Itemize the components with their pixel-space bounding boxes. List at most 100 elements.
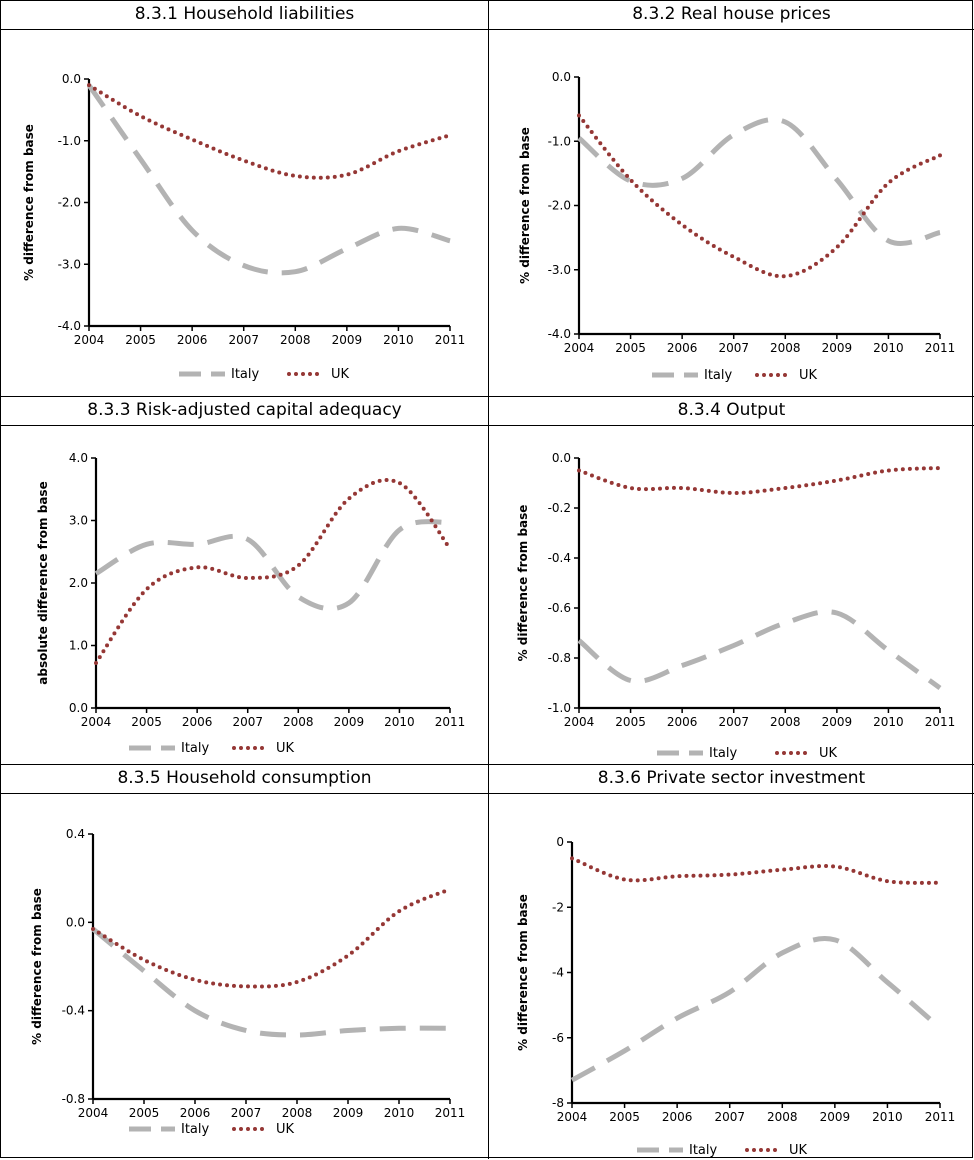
series-italy-line	[86, 83, 451, 276]
x-tick-label: 2010	[384, 715, 415, 729]
x-tick-label: 2010	[383, 333, 414, 347]
y-tick-label: -3.0	[58, 257, 81, 271]
x-tick-label: 2011	[925, 715, 956, 729]
x-tick-label: 2005	[129, 1106, 160, 1120]
chart-title: 8.3.3 Risk-adjusted capital adequacy	[1, 397, 488, 426]
x-tick-label: 2009	[822, 341, 853, 355]
y-tick-label: -0.8	[548, 651, 571, 665]
y-axis-label: % difference from base	[516, 894, 530, 1051]
x-tick-label: 2010	[384, 1106, 415, 1120]
y-tick-label: 0.0	[66, 915, 85, 929]
y-tick-label: -0.2	[548, 501, 571, 515]
y-tick-label: -4.0	[548, 327, 571, 341]
x-tick-label: 2005	[609, 1110, 640, 1124]
x-tick-label: 2004	[74, 333, 105, 347]
x-tick-label: 2006	[182, 715, 213, 729]
y-tick-label: -2.0	[548, 199, 571, 213]
chart-panel-3: 8.3.3 Risk-adjusted capital adequacy 4.0 3…	[1, 396, 488, 764]
chart-panel-1: 8.3.1 Household liabilities 0.0 -1.0 -2.0 -3…	[1, 1, 488, 396]
x-tick-label: 2006	[177, 333, 208, 347]
y-axis-label: absolute difference from base	[36, 481, 50, 684]
x-tick-label: 2009	[333, 1106, 364, 1120]
x-tick-label: 2008	[770, 715, 801, 729]
series-uk-line	[91, 887, 452, 989]
y-tick-label: -4	[552, 966, 564, 980]
series-uk-line	[87, 83, 452, 180]
y-tick-label: 0	[556, 835, 564, 849]
y-tick-label: -0.4	[62, 1004, 85, 1018]
x-tick-label: 2008	[767, 1110, 798, 1124]
legend-uk-label: UK	[276, 741, 295, 756]
chart-title: 8.3.2 Real house prices	[489, 1, 974, 30]
series-italy-line	[94, 519, 451, 612]
y-tick-label: -1.0	[58, 134, 81, 148]
x-tick-label: 2007	[232, 715, 263, 729]
x-tick-label: 2007	[231, 1106, 262, 1120]
x-tick-label: 2011	[925, 1110, 956, 1124]
chart-title: 8.3.5 Household consumption	[1, 765, 488, 794]
chart-panel-4: 8.3.4 Output 0.0 -0.2 -0.4 -0.6 -0.8 -1.0 2004 2…	[488, 396, 974, 764]
series-uk-line	[577, 466, 942, 496]
y-tick-label: -1.0	[548, 701, 571, 715]
y-tick-label: 0.0	[552, 70, 571, 84]
x-tick-label: 2008	[280, 333, 311, 347]
legend-italy-label: Italy	[709, 746, 738, 761]
x-tick-label: 2011	[925, 341, 956, 355]
y-tick-label: 1.0	[69, 639, 88, 653]
y-tick-label: -2	[552, 900, 564, 914]
y-tick-label: 0.0	[69, 701, 88, 715]
x-tick-label: 2007	[718, 341, 749, 355]
x-tick-label: 2005	[615, 341, 646, 355]
x-tick-label: 2009	[822, 715, 853, 729]
x-tick-label: 2006	[667, 715, 698, 729]
legend-uk-label: UK	[799, 368, 818, 383]
x-tick-label: 2009	[332, 333, 363, 347]
y-tick-label: -6	[552, 1031, 564, 1045]
x-tick-label: 2011	[435, 1106, 466, 1120]
legend-italy-label: Italy	[231, 367, 260, 382]
legend-uk-label: UK	[789, 1143, 808, 1158]
legend-italy-label: Italy	[689, 1143, 718, 1158]
x-tick-label: 2008	[283, 715, 314, 729]
series-italy-line	[577, 609, 942, 691]
legend-uk-label: UK	[276, 1122, 295, 1137]
x-tick-label: 2004	[78, 1106, 109, 1120]
y-tick-label: -8	[552, 1096, 564, 1110]
legend-uk-label: UK	[331, 367, 350, 382]
x-tick-label: 2011	[435, 715, 466, 729]
chart-panel-6: 8.3.6 Private sector investment 0 -2 -4 -6 -8…	[488, 764, 974, 1159]
x-tick-label: 2011	[435, 333, 466, 347]
series-italy-line	[91, 927, 451, 1038]
x-tick-label: 2004	[564, 715, 595, 729]
x-tick-label: 2005	[131, 715, 162, 729]
legend-italy-label: Italy	[704, 368, 733, 383]
legend-uk-label: UK	[819, 746, 838, 761]
y-tick-label: -1.0	[548, 134, 571, 148]
x-tick-label: 2010	[873, 715, 904, 729]
x-tick-label: 2005	[125, 333, 156, 347]
y-tick-label: 0.0	[62, 72, 81, 86]
chart-panel-5: 8.3.5 Household consumption 0.4 0.0 -0.4 -0.…	[1, 764, 488, 1159]
x-tick-label: 2006	[180, 1106, 211, 1120]
x-tick-label: 2010	[873, 341, 904, 355]
chart-title: 8.3.6 Private sector investment	[489, 765, 974, 794]
x-tick-label: 2007	[228, 333, 259, 347]
y-axis-label: % difference from base	[30, 888, 44, 1045]
chart-title: 8.3.4 Output	[489, 397, 974, 426]
y-tick-label: -3.0	[548, 263, 571, 277]
y-axis-label: % difference from base	[518, 127, 532, 284]
y-tick-label: -2.0	[58, 196, 81, 210]
x-tick-label: 2006	[662, 1110, 693, 1124]
series-uk-line	[577, 113, 942, 279]
y-tick-label: -0.8	[62, 1092, 85, 1106]
y-axis-label: % difference from base	[516, 505, 530, 662]
series-italy-line	[577, 117, 941, 246]
chart-panel-2: 8.3.2 Real house prices 0.0 -1.0 -2.0 -3.0 -4…	[488, 1, 974, 396]
y-tick-label: 0.0	[552, 451, 571, 465]
x-tick-label: 2007	[718, 715, 749, 729]
